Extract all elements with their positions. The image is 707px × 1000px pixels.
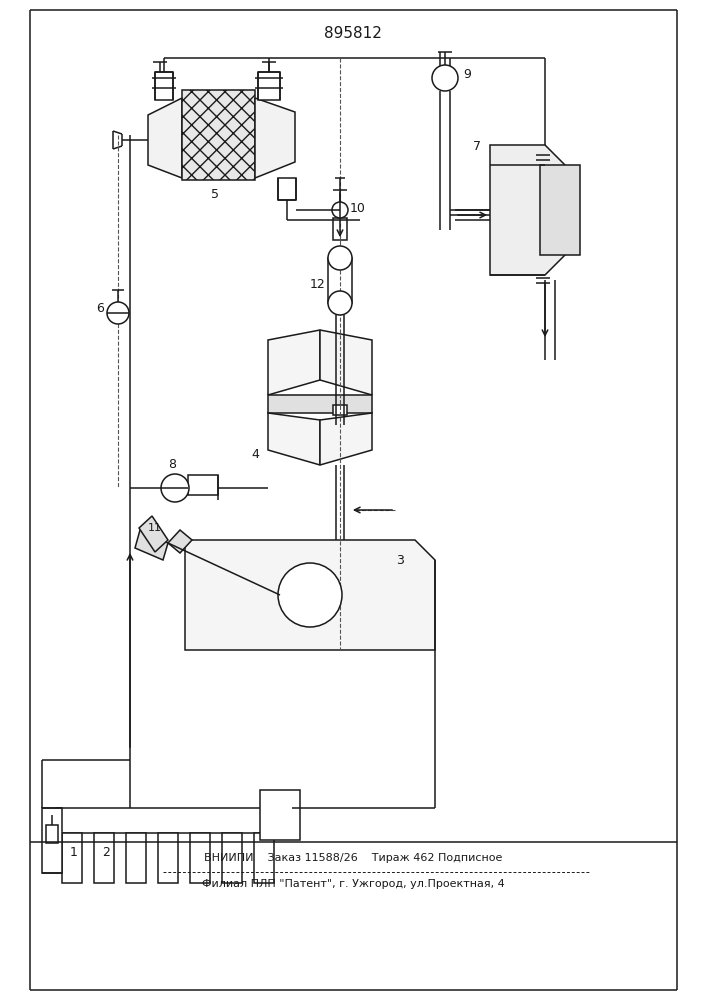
- Bar: [278, 178, 296, 200]
- Text: 9: 9: [463, 68, 471, 82]
- Circle shape: [161, 474, 189, 502]
- Text: 7: 7: [473, 140, 481, 153]
- Polygon shape: [320, 413, 372, 465]
- Text: 8: 8: [168, 458, 176, 472]
- Circle shape: [332, 202, 348, 218]
- Polygon shape: [185, 540, 435, 650]
- Bar: [333, 218, 347, 240]
- Bar: [268, 395, 372, 413]
- Text: Филиал ПЛП "Патент", г. Ужгород, ул.Проектная, 4: Филиал ПЛП "Патент", г. Ужгород, ул.Прое…: [201, 879, 504, 889]
- Polygon shape: [182, 90, 255, 180]
- Bar: [188, 475, 218, 495]
- Bar: [258, 72, 280, 100]
- Bar: [222, 833, 242, 883]
- Bar: [155, 72, 173, 100]
- Text: 1: 1: [70, 846, 78, 859]
- Bar: [126, 833, 146, 883]
- Bar: [190, 833, 210, 883]
- Bar: [540, 165, 580, 255]
- Text: 5: 5: [211, 188, 219, 202]
- Text: 2: 2: [102, 846, 110, 859]
- Bar: [333, 405, 347, 415]
- Text: 4: 4: [251, 448, 259, 462]
- Bar: [260, 790, 300, 840]
- Polygon shape: [490, 145, 565, 275]
- Polygon shape: [168, 530, 192, 553]
- Bar: [94, 833, 114, 883]
- Circle shape: [278, 563, 342, 627]
- Polygon shape: [268, 330, 320, 395]
- Circle shape: [328, 291, 352, 315]
- Bar: [62, 833, 82, 883]
- Bar: [57, 808, 292, 833]
- Bar: [46, 825, 58, 843]
- Polygon shape: [139, 516, 168, 552]
- Polygon shape: [135, 530, 168, 560]
- Text: 3: 3: [396, 554, 404, 566]
- Text: ВНИИПИ    Заказ 11588/26    Тираж 462 Подписное: ВНИИПИ Заказ 11588/26 Тираж 462 Подписно…: [204, 853, 502, 863]
- Circle shape: [432, 65, 458, 91]
- Text: 895812: 895812: [324, 25, 382, 40]
- Bar: [42, 808, 62, 873]
- Polygon shape: [320, 330, 372, 395]
- Text: 10: 10: [350, 202, 366, 215]
- Circle shape: [328, 246, 352, 270]
- Polygon shape: [268, 413, 320, 465]
- Bar: [328, 258, 352, 303]
- Text: 11: 11: [148, 523, 162, 533]
- Polygon shape: [148, 98, 182, 178]
- Bar: [158, 833, 178, 883]
- Circle shape: [107, 302, 129, 324]
- Polygon shape: [255, 98, 295, 178]
- Text: 6: 6: [96, 302, 104, 314]
- Bar: [254, 833, 274, 883]
- Text: 12: 12: [310, 278, 326, 292]
